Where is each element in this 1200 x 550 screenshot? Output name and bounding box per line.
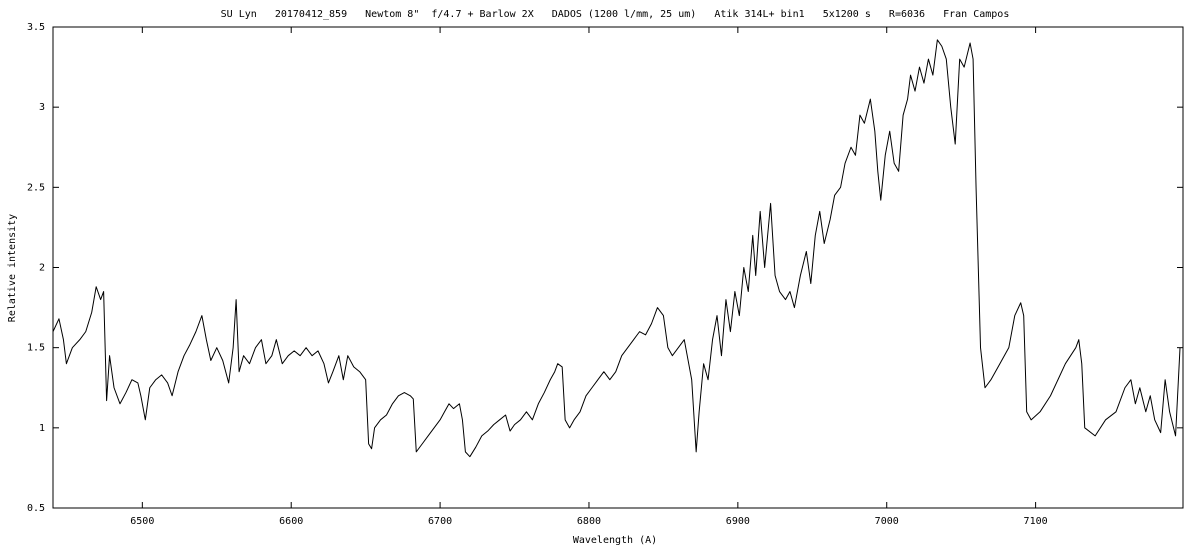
x-tick-label: 6900: [726, 516, 750, 527]
spectrum-line: [52, 39, 1181, 458]
y-tick-label: 1: [39, 423, 45, 434]
y-axis-label: Relative intensity: [7, 214, 18, 322]
x-tick-label: 6500: [130, 516, 154, 527]
x-tick-label: 6600: [279, 516, 303, 527]
y-tick-label: 2: [39, 263, 45, 274]
chart-title: SU Lyn 20170412_859 Newtom 8" f/4.7 + Ba…: [221, 9, 1010, 20]
x-tick-label: 7100: [1024, 516, 1048, 527]
y-tick-label: 3: [39, 102, 45, 113]
x-tick-label: 6700: [428, 516, 452, 527]
x-tick-label: 7000: [875, 516, 899, 527]
y-tick-label: 1.5: [27, 343, 45, 354]
y-tick-label: 2.5: [27, 182, 45, 193]
x-axis-label: Wavelength (A): [573, 535, 657, 546]
x-tick-label: 6800: [577, 516, 601, 527]
y-tick-label: 0.5: [27, 503, 45, 514]
y-tick-label: 3.5: [27, 22, 45, 33]
plot-frame: [52, 26, 1184, 509]
